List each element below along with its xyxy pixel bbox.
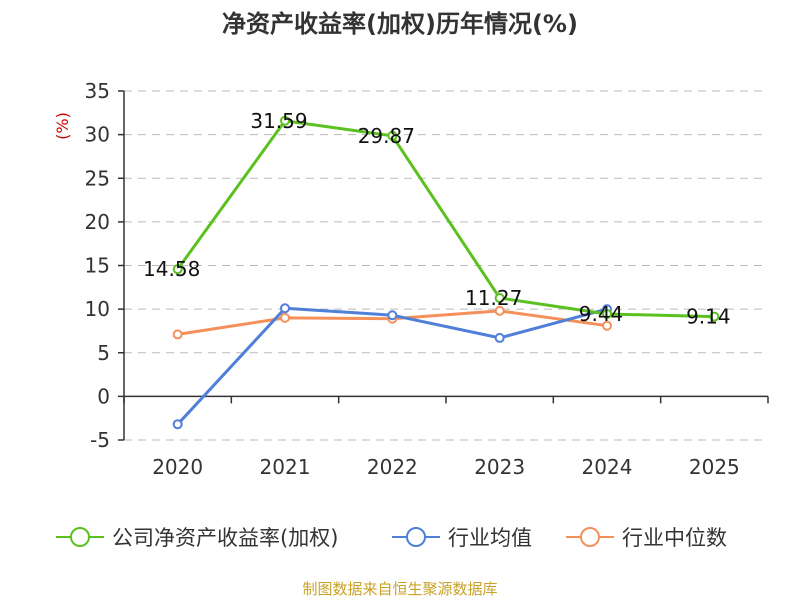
legend-label: 公司净资产收益率(加权) xyxy=(112,526,338,550)
x-tick-label: 2024 xyxy=(582,455,633,479)
legend: 公司净资产收益率(加权) 行业均值 行业中位数 xyxy=(56,526,727,550)
data-point xyxy=(602,320,612,331)
data-point xyxy=(602,309,612,320)
y-tick-label: 15 xyxy=(85,254,110,278)
y-tick-label: 10 xyxy=(85,297,110,321)
x-tick-label: 2025 xyxy=(689,455,740,479)
x-tick-label: 2023 xyxy=(474,455,525,479)
data-point xyxy=(494,332,505,343)
y-tick-label: 20 xyxy=(85,210,110,234)
data-point xyxy=(172,264,183,275)
legend-marker xyxy=(406,527,426,547)
y-axis-unit-label: (%) xyxy=(53,112,72,140)
legend-marker xyxy=(70,527,90,547)
x-tick-label: 2022 xyxy=(367,455,418,479)
y-tick-label: 35 xyxy=(85,79,110,103)
chart-title: 净资产收益率(加权)历年情况(%) xyxy=(222,10,578,38)
legend-label: 行业中位数 xyxy=(622,526,727,550)
legend-item-3: 行业中位数 xyxy=(566,526,727,550)
grid-lines xyxy=(124,90,768,441)
data-point xyxy=(172,329,183,340)
legend-label: 行业均值 xyxy=(448,526,532,550)
data-label: 31.59 xyxy=(250,109,307,133)
y-tick-label: -5 xyxy=(90,428,110,452)
data-label: 9.14 xyxy=(686,305,731,329)
series-line xyxy=(176,119,715,319)
legend-marker xyxy=(580,527,600,547)
legend-item-2: 行业均值 xyxy=(392,526,532,550)
series-lines xyxy=(172,115,720,430)
y-tick-label: 25 xyxy=(85,166,110,190)
series-1 xyxy=(172,115,720,322)
x-tick-label: 2020 xyxy=(152,455,203,479)
y-tick-label: 30 xyxy=(85,123,110,147)
x-tick-label: 2021 xyxy=(260,455,311,479)
data-point xyxy=(280,115,290,126)
data-point xyxy=(387,130,398,141)
y-tick-label: 5 xyxy=(97,341,110,365)
data-labels: 14.58 31.59 29.87 11.27 9.44 9.14 xyxy=(143,109,731,329)
data-point xyxy=(280,303,290,314)
data-label: 29.87 xyxy=(358,124,415,148)
data-label: 11.27 xyxy=(465,286,522,310)
data-point xyxy=(494,293,505,304)
data-point xyxy=(709,311,720,322)
data-label: 14.58 xyxy=(143,257,200,281)
y-tick-label: 0 xyxy=(97,384,110,408)
data-point xyxy=(172,419,183,430)
data-point xyxy=(494,305,505,316)
legend-item-1: 公司净资产收益率(加权) xyxy=(56,526,338,550)
source-note: 制图数据来自恒生聚源数据库 xyxy=(302,580,497,598)
data-point xyxy=(387,310,398,321)
data-label: 9.44 xyxy=(579,302,624,326)
data-point xyxy=(280,312,290,323)
